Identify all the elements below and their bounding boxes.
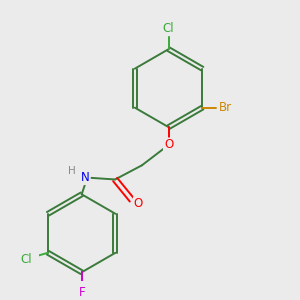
- Text: O: O: [164, 138, 173, 152]
- Text: O: O: [134, 197, 143, 210]
- Text: N: N: [81, 171, 90, 184]
- Text: Br: Br: [219, 101, 232, 114]
- Text: H: H: [68, 166, 76, 176]
- Text: Cl: Cl: [21, 253, 32, 266]
- Text: Cl: Cl: [163, 22, 174, 35]
- Text: F: F: [78, 286, 85, 299]
